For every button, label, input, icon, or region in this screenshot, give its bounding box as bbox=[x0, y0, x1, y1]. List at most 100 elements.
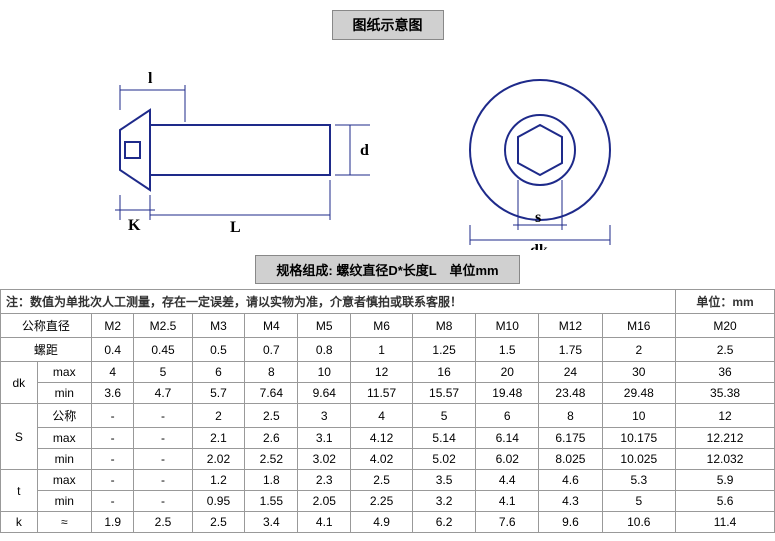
row-subheader: min bbox=[37, 449, 91, 470]
cell: M10 bbox=[476, 314, 539, 338]
cell: 3.02 bbox=[298, 449, 351, 470]
cell: 5.14 bbox=[412, 428, 475, 449]
cell: 3.6 bbox=[91, 383, 134, 404]
cell: 5 bbox=[602, 491, 676, 512]
cell: - bbox=[91, 449, 134, 470]
title-box: 图纸示意图 bbox=[332, 10, 444, 40]
cell: 36 bbox=[676, 362, 775, 383]
cell: 0.8 bbox=[298, 338, 351, 362]
cell: 4 bbox=[91, 362, 134, 383]
cell: 9.64 bbox=[298, 383, 351, 404]
cell: 8 bbox=[245, 362, 298, 383]
cell: 6.2 bbox=[412, 512, 475, 533]
row-subheader: 公称 bbox=[37, 404, 91, 428]
cell: 6.02 bbox=[476, 449, 539, 470]
cell: 2.5 bbox=[192, 512, 245, 533]
dim-L: L bbox=[230, 219, 241, 236]
cell: 5.9 bbox=[676, 470, 775, 491]
cell: - bbox=[91, 428, 134, 449]
cell: 1.5 bbox=[476, 338, 539, 362]
cell: 6 bbox=[192, 362, 245, 383]
cell: M20 bbox=[676, 314, 775, 338]
cell: 2.5 bbox=[134, 512, 192, 533]
cell: 1.9 bbox=[91, 512, 134, 533]
cell: 5.7 bbox=[192, 383, 245, 404]
dim-l: l bbox=[148, 70, 153, 87]
note-text: 注：数值为单批次人工测量，存在一定误差，请以实物为准，介意者慎拍或联系客服！ bbox=[1, 290, 676, 314]
cell: - bbox=[134, 470, 192, 491]
cell: 7.6 bbox=[476, 512, 539, 533]
cell: 12.032 bbox=[676, 449, 775, 470]
cell: 8.025 bbox=[539, 449, 602, 470]
cell: 23.48 bbox=[539, 383, 602, 404]
row-header: 螺距 bbox=[1, 338, 92, 362]
cell: 2.52 bbox=[245, 449, 298, 470]
cell: - bbox=[134, 404, 192, 428]
cell: 3.5 bbox=[412, 470, 475, 491]
cell: 1.55 bbox=[245, 491, 298, 512]
row-subheader: min bbox=[37, 491, 91, 512]
cell: - bbox=[91, 404, 134, 428]
cell: 3.4 bbox=[245, 512, 298, 533]
cell: 2.02 bbox=[192, 449, 245, 470]
cell: 0.5 bbox=[192, 338, 245, 362]
cell: 4.1 bbox=[298, 512, 351, 533]
cell: M6 bbox=[351, 314, 413, 338]
cell: 10 bbox=[602, 404, 676, 428]
cell: 1.8 bbox=[245, 470, 298, 491]
cell: 2.3 bbox=[298, 470, 351, 491]
cell: 4.12 bbox=[351, 428, 413, 449]
cell: 4.7 bbox=[134, 383, 192, 404]
cell: 12 bbox=[676, 404, 775, 428]
row-header: k bbox=[1, 512, 38, 533]
cell: 2.5 bbox=[351, 470, 413, 491]
cell: 29.48 bbox=[602, 383, 676, 404]
cell: 2.6 bbox=[245, 428, 298, 449]
cell: 0.4 bbox=[91, 338, 134, 362]
subtitle-box: 规格组成: 螺纹直径D*长度L 单位mm bbox=[255, 255, 519, 284]
cell: M8 bbox=[412, 314, 475, 338]
cell: 2.25 bbox=[351, 491, 413, 512]
dim-s: s bbox=[535, 209, 541, 226]
dim-dk: dk bbox=[530, 242, 548, 250]
cell: 30 bbox=[602, 362, 676, 383]
cell: 35.38 bbox=[676, 383, 775, 404]
cell: - bbox=[134, 449, 192, 470]
cell: 2.5 bbox=[676, 338, 775, 362]
cell: 2.5 bbox=[245, 404, 298, 428]
cell: 16 bbox=[412, 362, 475, 383]
cell: 8 bbox=[539, 404, 602, 428]
cell: M4 bbox=[245, 314, 298, 338]
spec-table: 注：数值为单批次人工测量，存在一定误差，请以实物为准，介意者慎拍或联系客服！ 单… bbox=[0, 289, 775, 533]
cell: 0.45 bbox=[134, 338, 192, 362]
cell: 4.4 bbox=[476, 470, 539, 491]
cell: 12.212 bbox=[676, 428, 775, 449]
cell: 1.75 bbox=[539, 338, 602, 362]
cell: 11.57 bbox=[351, 383, 413, 404]
cell: 2 bbox=[602, 338, 676, 362]
cell: 2.05 bbox=[298, 491, 351, 512]
row-header: t bbox=[1, 470, 38, 512]
cell: 2.1 bbox=[192, 428, 245, 449]
cell: M16 bbox=[602, 314, 676, 338]
cell: 10.175 bbox=[602, 428, 676, 449]
cell: 4.6 bbox=[539, 470, 602, 491]
cell: 4.3 bbox=[539, 491, 602, 512]
cell: 6.14 bbox=[476, 428, 539, 449]
row-subheader: max bbox=[37, 470, 91, 491]
row-subheader: ≈ bbox=[37, 512, 91, 533]
cell: 1.25 bbox=[412, 338, 475, 362]
cell: - bbox=[134, 428, 192, 449]
cell: 1 bbox=[351, 338, 413, 362]
cell: M5 bbox=[298, 314, 351, 338]
unit-label: 单位：mm bbox=[676, 290, 775, 314]
cell: - bbox=[91, 491, 134, 512]
row-header: 公称直径 bbox=[1, 314, 92, 338]
cell: 7.64 bbox=[245, 383, 298, 404]
cell: 20 bbox=[476, 362, 539, 383]
cell: 4.9 bbox=[351, 512, 413, 533]
cell: 10.6 bbox=[602, 512, 676, 533]
cell: - bbox=[91, 470, 134, 491]
row-subheader: max bbox=[37, 362, 91, 383]
cell: 4.1 bbox=[476, 491, 539, 512]
